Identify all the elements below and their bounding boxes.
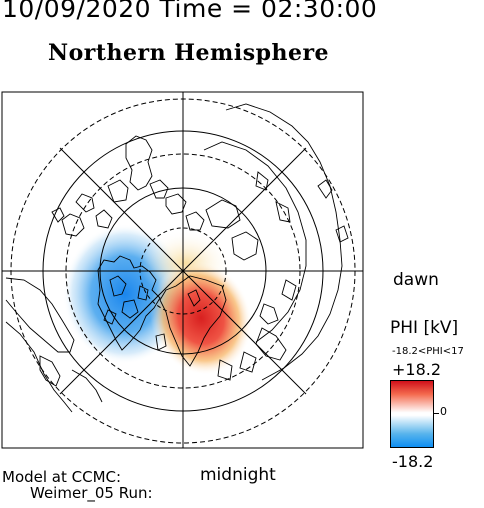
colorbar-min-label: -18.2 [392,452,434,471]
colorbar-zero-tick [434,413,439,414]
colorbar-max-label: +18.2 [392,360,442,379]
dawn-label: dawn [393,270,439,290]
polar-potential-map [1,91,364,449]
positive-potential-cell [149,260,253,376]
hemisphere-title: Northern Hemisphere [48,40,330,66]
colorbar [390,380,434,448]
midnight-label: midnight [200,465,276,485]
meridian-lines [2,92,363,448]
model-label: Model at CCMC: [2,468,122,486]
coastlines [5,103,349,413]
colorbar-title: PHI [kV] [390,318,459,338]
colorbar-zero-label: 0 [440,405,447,418]
colorbar-range: -18.2<PHI<17 [392,346,464,357]
run-label: Weimer_05 Run: [30,484,153,502]
potential-field [63,224,253,376]
datetime-title: 10/09/2020 Time = 02:30:00 [2,0,378,23]
